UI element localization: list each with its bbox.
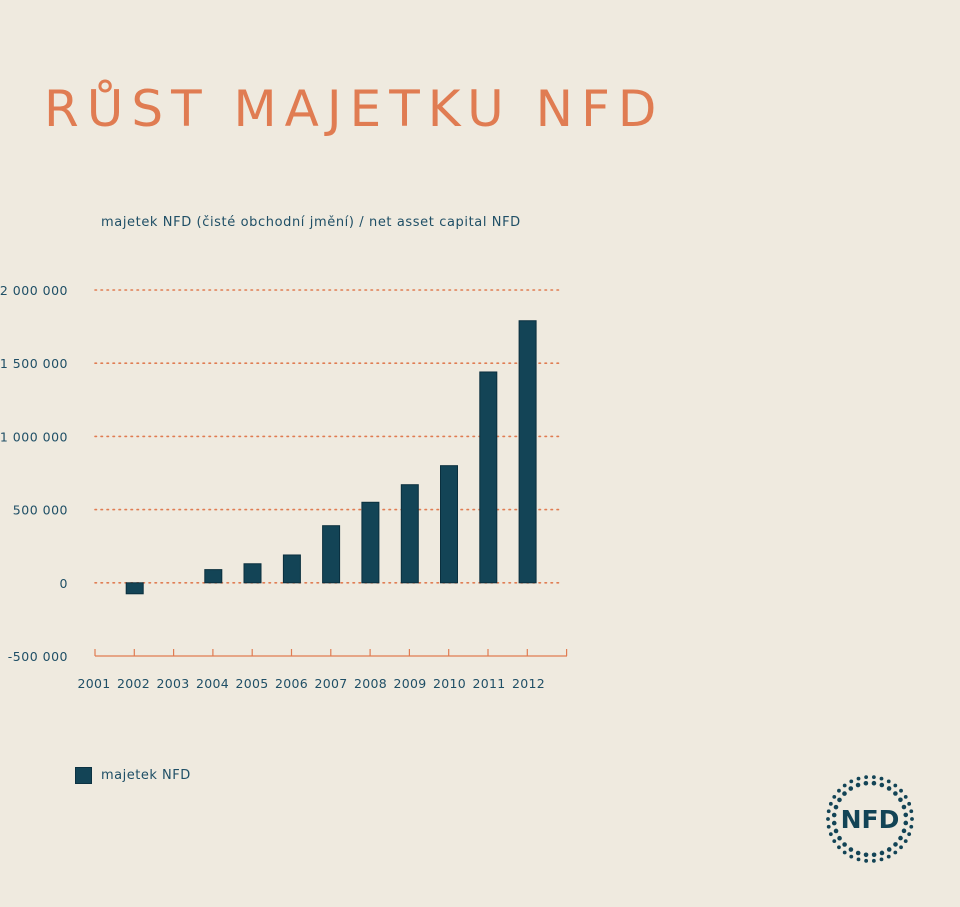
logo-dot	[863, 780, 869, 786]
logo-dot	[907, 832, 912, 837]
logo-dot	[901, 828, 907, 834]
logo-dot	[893, 850, 898, 855]
legend-swatch	[75, 767, 92, 784]
bar-2003	[204, 569, 223, 584]
logo-dot	[855, 850, 861, 856]
logo-dot	[826, 824, 831, 829]
logo-dot	[879, 782, 885, 788]
x-tick-label: 2010	[433, 676, 466, 691]
x-tick-label: 2011	[472, 676, 505, 691]
bar-2004	[243, 563, 262, 584]
x-tick-label: 2005	[235, 676, 268, 691]
logo-dot	[849, 854, 854, 859]
bar-2005	[282, 554, 301, 584]
logo-dot	[879, 857, 884, 862]
nfd-logo: NFD	[826, 775, 914, 863]
chart-subtitle: majetek NFD (čisté obchodní jmění) / net…	[101, 215, 521, 230]
logo-dot	[842, 842, 847, 847]
logo-dot	[864, 858, 869, 863]
logo-dot	[901, 804, 907, 810]
legend: majetek NFD	[75, 767, 191, 784]
y-tick-label: -500 000	[8, 649, 68, 664]
logo-dot	[831, 812, 837, 818]
logo-dot	[910, 817, 914, 821]
bar-2010	[479, 371, 498, 584]
logo-dot	[898, 835, 903, 841]
logo-dot	[831, 820, 837, 826]
page-title: RŮST MAJETKU NFD	[44, 80, 665, 138]
logo-dot	[898, 797, 903, 803]
logo-dot	[856, 776, 861, 781]
y-tick-label: 0	[60, 576, 68, 591]
logo-dot	[903, 820, 909, 826]
logo-dot	[879, 776, 884, 781]
logo-dot	[828, 832, 833, 837]
logo-dot	[848, 847, 854, 852]
logo-dot	[871, 852, 877, 858]
logo-dot	[903, 812, 909, 818]
logo-dot	[886, 779, 891, 784]
bar-2007	[361, 501, 380, 584]
logo-dot	[832, 839, 837, 844]
logo-dot	[886, 854, 891, 859]
logo-dot	[903, 839, 908, 844]
logo-dot	[903, 794, 908, 799]
x-tick-label: 2002	[117, 676, 150, 691]
x-tick-label: 2012	[512, 676, 545, 691]
bar-2006	[322, 525, 341, 584]
logo-dot	[826, 817, 830, 821]
logo-dot	[848, 786, 854, 791]
logo-dot	[871, 775, 876, 780]
bar-2008	[400, 484, 419, 584]
logo-dot	[842, 783, 847, 788]
logo-dot	[837, 845, 841, 850]
y-tick-label: 2 000 000	[0, 283, 68, 298]
logo-dot	[893, 783, 898, 788]
logo-dot	[837, 788, 841, 793]
logo-dot	[842, 850, 847, 855]
logo-dot	[879, 850, 885, 856]
logo-dot	[909, 824, 914, 829]
logo-dot	[855, 782, 861, 788]
bar-chart: 2 000 000 1 500 000 1 000 000 500 000 0 -500 …	[0, 283, 568, 691]
logo-dot	[893, 791, 898, 796]
logo-dot	[871, 780, 877, 786]
legend-label: majetek NFD	[101, 768, 191, 783]
y-tick-label: 500 000	[13, 503, 68, 518]
bar-2009	[440, 465, 458, 584]
x-tick-label: 2003	[156, 676, 189, 691]
logo-dot	[837, 797, 842, 803]
logo-dot	[893, 842, 898, 847]
y-tick-label: 1 000 000	[0, 429, 68, 444]
logo-dot	[833, 804, 839, 810]
bar-2011	[518, 320, 537, 584]
logo-dot	[826, 809, 831, 814]
logo-dot	[828, 801, 833, 806]
x-tick-label: 2004	[196, 676, 229, 691]
logo-dot	[909, 809, 914, 814]
logo-dot	[899, 845, 903, 850]
bar-2001	[125, 582, 144, 595]
logo-dot	[863, 852, 869, 858]
logo-dot	[886, 786, 892, 791]
x-tick-label: 2009	[393, 676, 426, 691]
x-tick-label: 2006	[275, 676, 308, 691]
logo-dot	[899, 788, 903, 793]
logo-dot	[871, 858, 876, 863]
logo-dot	[864, 775, 869, 780]
logo-dot	[849, 779, 854, 784]
logo-text: NFD	[841, 805, 900, 834]
logo-dot	[842, 791, 847, 796]
x-tick-label: 2007	[314, 676, 347, 691]
y-tick-label: 1 500 000	[0, 356, 68, 371]
logo-dot	[837, 835, 842, 841]
logo-dot	[832, 794, 837, 799]
logo-dot	[833, 828, 839, 834]
x-tick-label: 2001	[77, 676, 110, 691]
logo-dot-ring	[826, 775, 914, 863]
logo-dot	[856, 857, 861, 862]
logo-dot	[907, 801, 912, 806]
logo-dot	[886, 847, 892, 852]
x-tick-label: 2008	[354, 676, 387, 691]
